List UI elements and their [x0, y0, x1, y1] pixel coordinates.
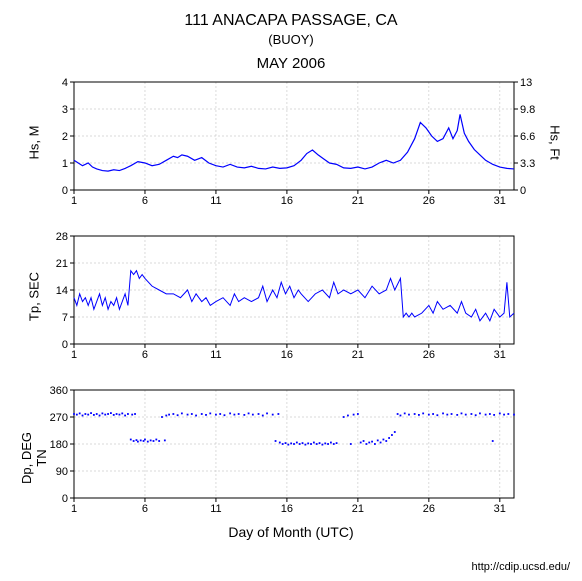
svg-text:3: 3 [62, 104, 68, 116]
svg-text:26: 26 [423, 503, 435, 515]
panel-hs: 0123403.36.69.813161116212631Hs, MHs, Ft [0, 78, 582, 208]
svg-text:31: 31 [494, 503, 506, 515]
svg-text:26: 26 [423, 195, 435, 207]
svg-text:0: 0 [62, 493, 68, 505]
svg-text:6: 6 [142, 195, 148, 207]
x-axis-label: Day of Month (UTC) [0, 524, 582, 540]
svg-text:90: 90 [56, 466, 68, 478]
ylabel-right-hs: Hs, Ft [548, 118, 563, 168]
svg-text:0: 0 [62, 339, 68, 351]
svg-text:9.8: 9.8 [520, 104, 535, 116]
panel-tp: 07142128161116212631Tp, SEC [0, 232, 582, 362]
title-block: 111 ANACAPA PASSAGE, CA (BUOY) MAY 2006 [0, 12, 582, 72]
charts-area: 0123403.36.69.813161116212631Hs, MHs, Ft… [0, 78, 582, 516]
svg-text:14: 14 [56, 285, 68, 297]
svg-text:21: 21 [56, 258, 68, 270]
svg-text:360: 360 [50, 386, 68, 397]
svg-text:16: 16 [281, 349, 293, 361]
svg-text:11: 11 [210, 503, 221, 515]
svg-text:16: 16 [281, 503, 293, 515]
svg-text:4: 4 [62, 78, 68, 89]
svg-text:7: 7 [62, 312, 68, 324]
svg-text:1: 1 [62, 158, 68, 170]
svg-text:11: 11 [210, 195, 221, 207]
svg-text:2: 2 [62, 131, 68, 143]
svg-text:6.6: 6.6 [520, 131, 535, 143]
svg-text:13: 13 [520, 78, 532, 89]
svg-text:16: 16 [281, 195, 293, 207]
svg-text:6: 6 [142, 349, 148, 361]
ylabel-dp: Dp, DEG TN [19, 428, 49, 488]
svg-text:0: 0 [520, 185, 526, 197]
svg-text:3.3: 3.3 [520, 158, 535, 170]
footer-url: http://cdip.ucsd.edu/ [472, 561, 570, 573]
svg-text:21: 21 [352, 349, 364, 361]
ylabel-tp: Tp, SEC [27, 267, 42, 327]
ylabel-hs: Hs, M [27, 113, 42, 173]
chart-svg-tp: 07142128161116212631 [0, 232, 582, 362]
svg-text:21: 21 [352, 195, 364, 207]
chart-container: 111 ANACAPA PASSAGE, CA (BUOY) MAY 2006 … [0, 0, 582, 581]
svg-text:31: 31 [494, 195, 506, 207]
svg-text:26: 26 [423, 349, 435, 361]
svg-text:180: 180 [50, 439, 68, 451]
month-title: MAY 2006 [0, 55, 582, 72]
chart-svg-dp: 090180270360161116212631 [0, 386, 582, 516]
chart-svg-hs: 0123403.36.69.813161116212631 [0, 78, 582, 208]
svg-text:0: 0 [62, 185, 68, 197]
svg-text:1: 1 [71, 349, 77, 361]
svg-text:31: 31 [494, 349, 506, 361]
panel-dp: 090180270360161116212631Dp, DEG TN [0, 386, 582, 516]
svg-text:1: 1 [71, 503, 77, 515]
svg-text:11: 11 [210, 349, 221, 361]
svg-text:270: 270 [50, 412, 68, 424]
svg-text:28: 28 [56, 232, 68, 243]
main-title: 111 ANACAPA PASSAGE, CA [0, 12, 582, 30]
svg-text:1: 1 [71, 195, 77, 207]
subtitle: (BUOY) [0, 32, 582, 47]
svg-text:6: 6 [142, 503, 148, 515]
svg-text:21: 21 [352, 503, 364, 515]
